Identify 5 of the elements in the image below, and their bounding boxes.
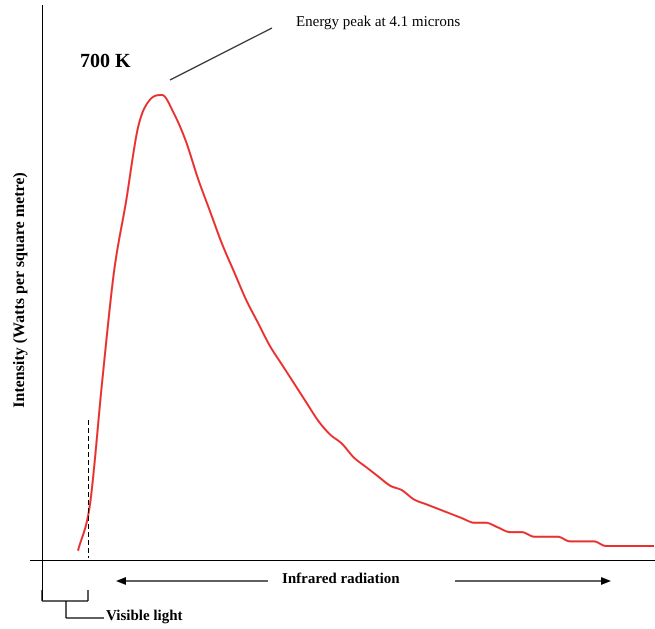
text: Infrared radiation	[282, 571, 400, 588]
y-axis-title: Intensity (Watts per square metre)	[11, 172, 29, 408]
text: 700 K	[80, 50, 131, 73]
text: Energy peak at 4.1 microns	[296, 14, 460, 31]
text: Visible light	[106, 608, 183, 625]
